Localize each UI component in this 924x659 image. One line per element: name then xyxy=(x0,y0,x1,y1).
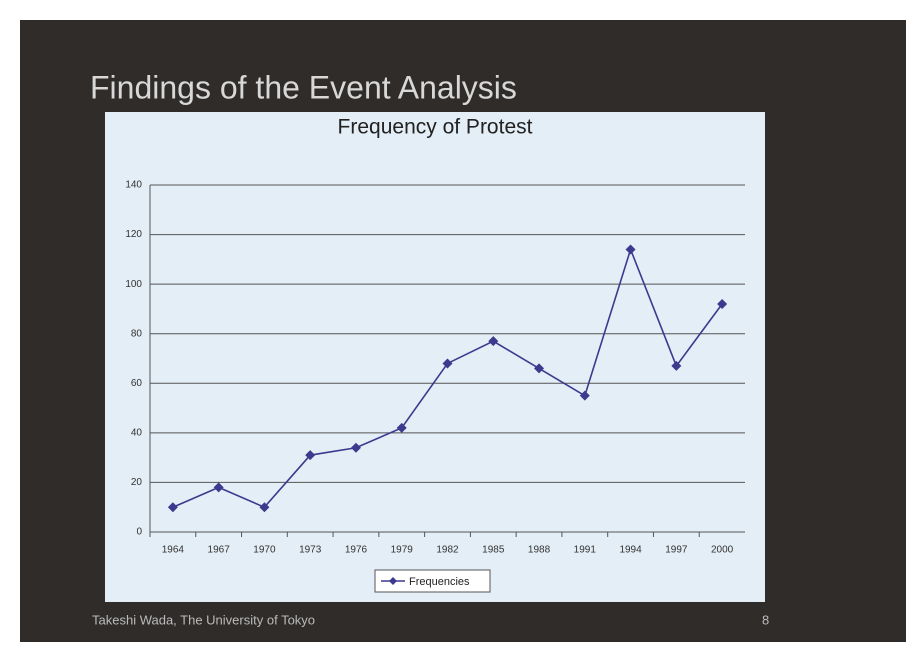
x-tick-label: 1976 xyxy=(345,545,368,556)
x-tick-label: 1997 xyxy=(665,545,688,556)
x-tick-label: 1988 xyxy=(528,545,551,556)
slide-footer: Takeshi Wada, The University of Tokyo xyxy=(92,612,315,627)
slide-title: Findings of the Event Analysis xyxy=(90,69,517,105)
y-tick-label: 40 xyxy=(131,427,143,438)
x-tick-label: 2000 xyxy=(711,545,734,556)
x-tick-label: 1982 xyxy=(436,545,459,556)
x-tick-label: 1985 xyxy=(482,545,505,556)
page: Findings of the Event Analysis Frequency… xyxy=(0,0,924,654)
y-tick-label: 60 xyxy=(131,378,143,389)
x-tick-label: 1967 xyxy=(208,545,231,556)
x-tick-label: 1973 xyxy=(299,545,322,556)
y-tick-label: 100 xyxy=(125,279,142,290)
x-tick-label: 1994 xyxy=(619,545,642,556)
chart-title: Frequency of Protest xyxy=(338,116,533,139)
y-tick-label: 20 xyxy=(131,477,143,488)
x-tick-label: 1979 xyxy=(391,545,414,556)
y-tick-label: 80 xyxy=(131,328,143,339)
y-tick-label: 140 xyxy=(125,180,142,191)
page-number: 8 xyxy=(762,612,769,627)
x-tick-label: 1970 xyxy=(253,545,276,556)
y-tick-label: 0 xyxy=(136,527,142,538)
x-tick-label: 1964 xyxy=(162,545,185,556)
y-tick-label: 120 xyxy=(125,229,142,240)
x-tick-label: 1991 xyxy=(574,545,597,556)
legend-label: Frequencies xyxy=(409,576,470,588)
